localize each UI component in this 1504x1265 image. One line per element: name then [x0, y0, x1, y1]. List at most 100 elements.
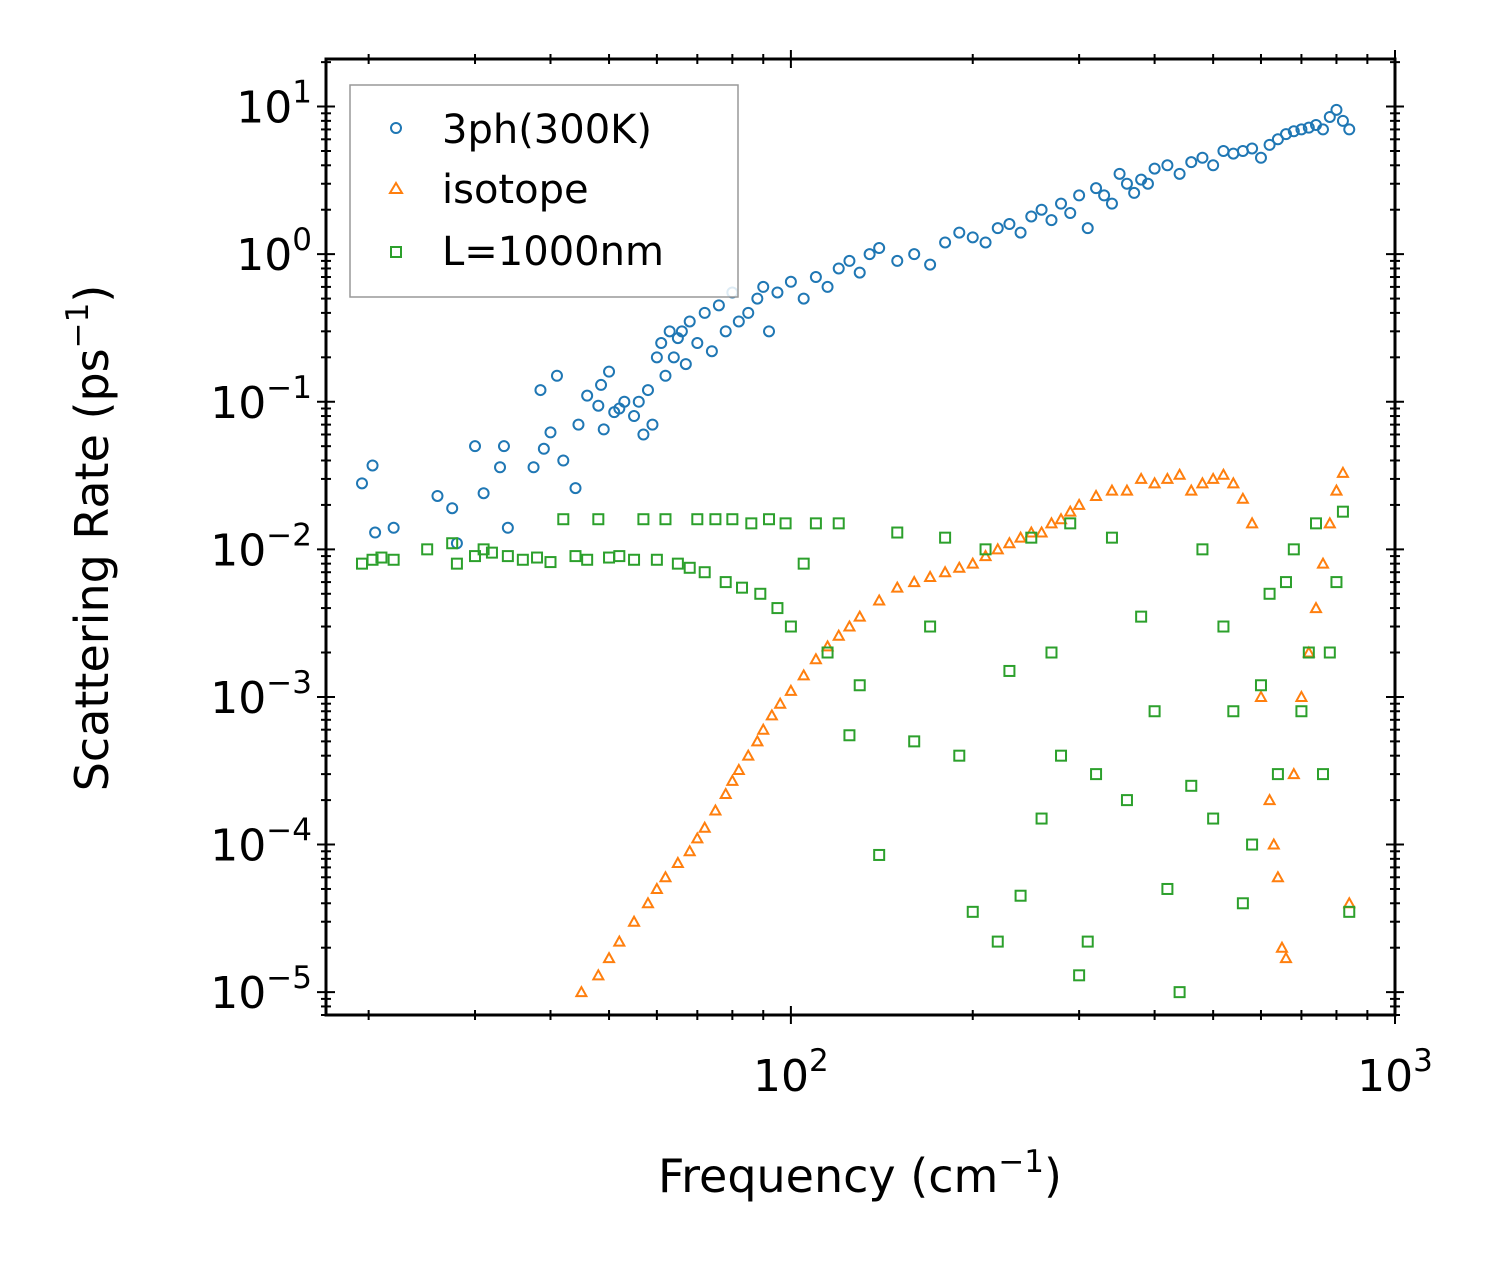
data-point [1287, 543, 1300, 556]
data-point [872, 593, 886, 606]
data-point [1267, 837, 1281, 850]
data-point [820, 639, 835, 652]
data-point [1206, 471, 1220, 484]
data-point [1323, 110, 1336, 123]
series-1 [574, 465, 1356, 998]
data-point [1090, 768, 1103, 781]
data-point [757, 280, 770, 293]
data-point [1216, 467, 1231, 480]
data-point [683, 561, 696, 574]
data-point [890, 580, 904, 593]
data-point [679, 358, 692, 371]
data-point [1003, 664, 1016, 677]
data-point [1302, 646, 1315, 659]
legend: 3ph(300K) isotope L=1000nm [349, 84, 739, 298]
data-point [1246, 142, 1259, 155]
data-point [369, 526, 382, 539]
data-point [421, 543, 434, 556]
y-tick-label: 10−4 [210, 813, 312, 872]
data-point [650, 553, 663, 566]
data-point [1064, 207, 1077, 220]
data-point [732, 762, 746, 775]
data-point [592, 399, 605, 412]
data-point [1141, 177, 1154, 190]
data-point [1343, 123, 1356, 136]
data-point [485, 546, 498, 559]
data-point [842, 619, 857, 632]
data-point [784, 275, 797, 288]
data-point [809, 652, 823, 665]
data-point [939, 531, 952, 544]
y-axis-label: Scattering Rate (ps−1) [60, 285, 119, 792]
data-point [650, 351, 663, 364]
data-point [1263, 138, 1276, 151]
data-point [784, 683, 798, 696]
data-point [991, 935, 1004, 948]
data-point [952, 560, 966, 573]
data-point [612, 934, 627, 947]
data-point [771, 602, 784, 615]
data-point [891, 526, 904, 539]
y-tick-label: 10−2 [210, 517, 312, 576]
data-point [1271, 870, 1285, 883]
data-point [581, 553, 594, 566]
data-point [1035, 203, 1048, 216]
data-point [751, 292, 764, 305]
data-point [516, 553, 529, 566]
data-point [1316, 556, 1330, 569]
data-point [797, 292, 810, 305]
data-point [821, 280, 834, 293]
data-point [1309, 601, 1323, 614]
data-point [1105, 197, 1118, 210]
data-point [1035, 812, 1048, 825]
data-point [592, 513, 605, 526]
data-point [1044, 516, 1059, 529]
y-tick-label: 101 [236, 75, 312, 134]
data-point [1271, 768, 1284, 781]
data-point [1236, 897, 1249, 910]
data-point [628, 410, 641, 423]
data-point [387, 521, 400, 534]
series-0 [355, 103, 1356, 550]
data-point [809, 271, 822, 284]
data-point [1316, 768, 1329, 781]
data-point [618, 395, 631, 408]
data-point [1279, 576, 1292, 589]
data-point [1236, 491, 1250, 504]
data-point [602, 951, 616, 964]
data-point [708, 803, 723, 816]
plot-area-frame [324, 57, 1397, 1017]
data-point [574, 985, 589, 998]
data-point [1254, 151, 1267, 164]
data-point [966, 231, 979, 244]
data-point [637, 428, 650, 441]
data-point [375, 551, 388, 564]
data-point [1227, 705, 1240, 718]
data-point [1025, 210, 1038, 223]
data-point [853, 609, 867, 622]
data-point [1316, 123, 1329, 136]
data-point [1054, 512, 1068, 525]
data-point [1336, 114, 1349, 127]
data-point [501, 521, 514, 534]
data-point [991, 222, 1004, 235]
data-point [531, 551, 544, 564]
data-point [627, 914, 641, 927]
data-point [501, 550, 514, 563]
data-point [569, 482, 582, 495]
data-point [745, 517, 758, 530]
data-point [1073, 189, 1086, 202]
data-point [1207, 812, 1220, 825]
data-point [1073, 969, 1086, 982]
data-point [698, 306, 711, 319]
data-point [646, 418, 659, 431]
data-point [1295, 123, 1308, 136]
data-point [1003, 218, 1016, 231]
data-point [1120, 177, 1133, 190]
data-point [1055, 749, 1068, 762]
data-point [953, 749, 966, 762]
legend-marker-boundary [390, 246, 402, 258]
data-point [779, 517, 792, 530]
data-point [544, 556, 557, 569]
data-point [953, 226, 966, 239]
